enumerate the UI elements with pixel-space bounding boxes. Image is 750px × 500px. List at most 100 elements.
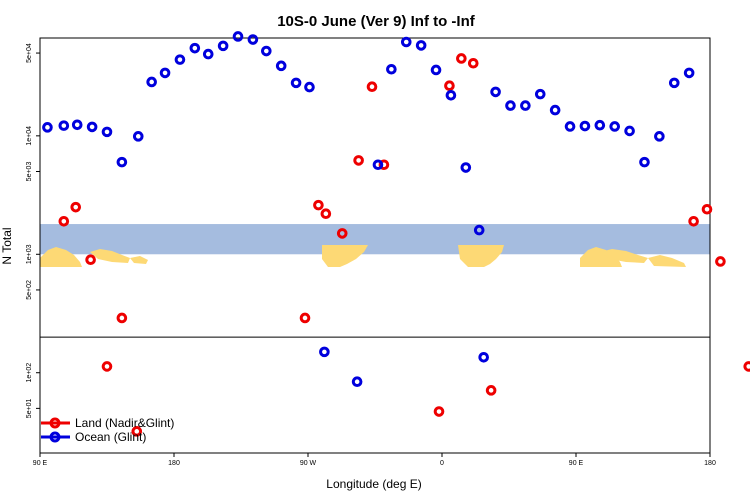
ocean-point — [654, 131, 665, 142]
ocean-point — [445, 89, 457, 101]
land-point — [320, 208, 332, 220]
land-point — [456, 53, 467, 64]
world-map-band — [40, 224, 710, 267]
ocean-point — [564, 121, 576, 132]
ocean-point — [624, 125, 635, 137]
ocean-point — [478, 351, 489, 363]
x-tick-label: 90 E — [33, 460, 48, 467]
ocean-point — [159, 67, 171, 79]
land-point — [485, 385, 497, 396]
ocean-point — [116, 156, 128, 168]
ocean-point — [101, 126, 113, 138]
x-tick-label: 180 — [168, 460, 180, 467]
ocean-point — [683, 67, 695, 79]
x-axis-label: Longitude (deg E) — [326, 477, 421, 491]
y-axis-label: N Total — [0, 227, 14, 264]
series-land — [58, 53, 750, 437]
land-point — [85, 254, 96, 266]
chart-title: 10S-0 June (Ver 9) Inf to -Inf — [277, 13, 476, 30]
ocean-point — [319, 346, 330, 358]
land-point — [366, 81, 378, 92]
land-australia-left — [40, 247, 82, 267]
land-indonesia-right — [600, 249, 648, 263]
y-tick-label: 5e+02 — [26, 280, 33, 300]
land-point — [131, 426, 143, 437]
land-point — [467, 57, 479, 69]
y-tick-label: 5e+01 — [26, 398, 33, 418]
land-indonesia-left — [90, 249, 130, 263]
ocean-point — [520, 100, 531, 111]
land-point — [715, 256, 726, 267]
ocean-point — [473, 224, 485, 236]
ocean-point — [86, 121, 98, 133]
y-tick-label: 5e+04 — [26, 43, 33, 63]
y-tick-label: 1e+04 — [26, 126, 33, 146]
land-point — [444, 80, 455, 92]
ocean-point — [351, 376, 363, 387]
ocean-point — [146, 76, 157, 88]
land-point — [688, 215, 699, 227]
ocean-point — [261, 45, 272, 57]
ocean-point — [189, 42, 201, 54]
ocean-point — [42, 122, 53, 133]
ocean-point — [534, 88, 546, 100]
ocean-point — [594, 119, 606, 131]
land-point — [701, 203, 713, 215]
series-ocean — [42, 31, 695, 387]
ocean-point — [174, 54, 186, 65]
ocean-point — [232, 31, 244, 42]
ocean-point — [490, 86, 501, 98]
legend-land-label: Land (Nadir&Glint) — [75, 416, 174, 430]
legend: Land (Nadir&Glint) Ocean (Glint) — [41, 416, 174, 444]
ocean-point — [415, 40, 427, 51]
land-point — [58, 215, 70, 227]
land-point — [299, 312, 311, 324]
legend-land-marker — [49, 417, 61, 429]
ocean-point — [304, 81, 315, 93]
plot-frame — [39, 37, 711, 454]
axes: 90 E 180 90 W 0 90 E 180 5e+01 1e+02 5e+02 1e+03 5… — [26, 37, 716, 467]
legend-ocean-label: Ocean (Glint) — [75, 430, 146, 444]
land-point — [378, 159, 390, 171]
x-tick-label: 180 — [704, 460, 716, 467]
land-point — [101, 361, 113, 372]
ocean-point — [386, 63, 397, 75]
ocean-point — [639, 156, 650, 168]
x-tick-label: 90 E — [569, 460, 584, 467]
ocean-point — [275, 60, 287, 72]
ocean-point — [71, 119, 83, 131]
ocean-point — [290, 77, 302, 89]
land-south-america — [322, 245, 368, 267]
ocean-point — [58, 120, 70, 131]
ocean-point — [579, 120, 591, 132]
y-tick-label: 1e+02 — [26, 363, 33, 383]
land-papua-left — [130, 256, 148, 264]
x-tick-label: 0 — [440, 460, 444, 467]
land-point — [336, 228, 348, 239]
ocean-point — [372, 159, 384, 171]
land-point — [70, 201, 82, 213]
y-tick-label: 5e+03 — [26, 162, 33, 182]
land-point — [433, 406, 445, 417]
ocean-point — [202, 48, 214, 60]
ocean-point — [460, 162, 472, 173]
legend-ocean-marker — [49, 431, 61, 443]
ocean-point — [505, 100, 516, 111]
land-africa — [458, 245, 504, 267]
x-tick-label: 90 W — [300, 460, 317, 467]
ocean-point — [668, 77, 680, 89]
ocean-point — [217, 40, 229, 52]
ocean-point — [430, 64, 442, 76]
land-point — [353, 155, 364, 166]
land-point — [116, 312, 128, 324]
ocean-point — [132, 131, 144, 142]
ocean-point — [609, 121, 621, 132]
ocean-point — [247, 34, 259, 45]
land-australia-right — [580, 247, 622, 267]
land-point — [743, 361, 750, 372]
land-point — [313, 199, 324, 211]
ocean-point — [400, 36, 412, 48]
y-tick-label: 1e+03 — [26, 244, 33, 264]
land-papua-right — [648, 255, 686, 267]
